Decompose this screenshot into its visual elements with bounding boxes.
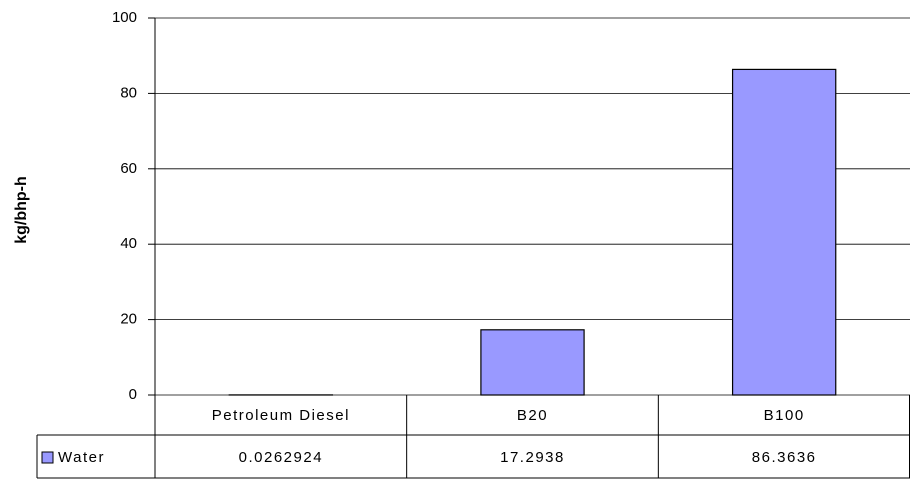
y-axis-label: kg/bhp-h [13,176,30,244]
x-tick-label: B20 [517,407,548,424]
table-value: 86.3636 [752,449,817,466]
x-tick-label: Petroleum Diesel [212,407,350,424]
y-tick-label: 60 [120,160,137,177]
y-tick-label: 40 [120,235,137,252]
legend-key [41,451,54,464]
bar [480,329,585,396]
table-value: 17.2938 [500,449,565,466]
table-value: 0.0262924 [239,449,323,466]
y-tick-label: 20 [120,311,137,328]
y-tick-label: 100 [112,9,137,26]
y-tick-label: 0 [129,386,137,403]
y-tick-label: 80 [120,84,137,101]
legend-label: Water [58,449,105,466]
x-tick-label: B100 [764,407,805,424]
bar [731,68,837,396]
